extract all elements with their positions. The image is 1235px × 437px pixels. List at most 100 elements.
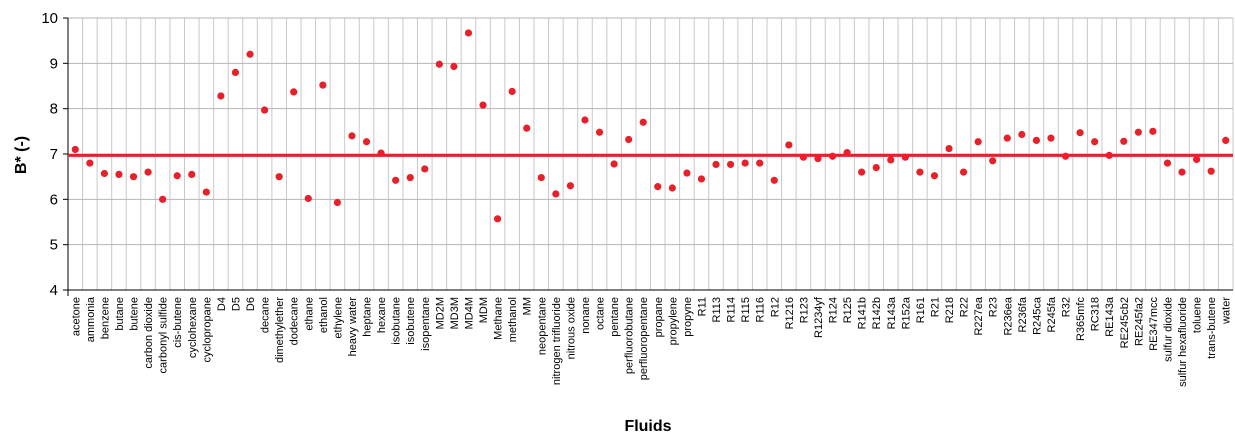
x-tick-labels: acetone ammonia benzene butane butene carbon … bbox=[70, 296, 1232, 387]
y-tick-label: 9 bbox=[50, 55, 58, 72]
x-tick-label: trans-butene bbox=[1206, 297, 1218, 359]
data-point bbox=[639, 118, 647, 126]
data-point bbox=[202, 188, 210, 196]
axes bbox=[63, 17, 1233, 296]
data-point bbox=[231, 68, 240, 76]
data-point bbox=[479, 101, 487, 109]
x-tick-label: RE245cb2 bbox=[1119, 297, 1131, 348]
x-tick-label: D4 bbox=[216, 297, 228, 311]
y-tick-labels: 4 5 6 7 8 9 10 bbox=[41, 10, 58, 299]
data-point bbox=[712, 160, 720, 169]
data-point bbox=[552, 190, 560, 198]
x-tick-label: R123 bbox=[798, 297, 810, 323]
x-tick-label: ethanol bbox=[318, 297, 330, 333]
data-point bbox=[1120, 137, 1128, 145]
data-point bbox=[625, 135, 633, 144]
x-tick-label: RC318 bbox=[1090, 297, 1102, 331]
data-point bbox=[100, 169, 109, 178]
data-point bbox=[508, 87, 516, 96]
x-tick-label: nonane bbox=[580, 297, 592, 334]
x-tick-label: R23 bbox=[988, 297, 1000, 317]
x-tick-label: benzene bbox=[99, 297, 111, 339]
x-tick-label: sulfur dioxide bbox=[1162, 297, 1174, 362]
x-tick-label: RE347mcc bbox=[1148, 297, 1160, 351]
data-point bbox=[173, 172, 181, 180]
x-tick-label: acetone bbox=[70, 297, 82, 336]
y-axis-label: B* (-) bbox=[13, 136, 30, 174]
data-point bbox=[726, 160, 735, 169]
data-point bbox=[930, 172, 939, 180]
data-point bbox=[581, 116, 589, 124]
x-tick-label: heptane bbox=[362, 297, 374, 337]
data-point bbox=[493, 215, 502, 223]
data-point bbox=[1222, 136, 1230, 144]
data-point bbox=[974, 138, 982, 146]
x-tick-label: R143a bbox=[886, 296, 898, 329]
x-tick-label: dodecane bbox=[289, 297, 301, 345]
data-point bbox=[799, 153, 808, 161]
x-tick-label: Methane bbox=[493, 297, 505, 340]
data-point bbox=[1178, 168, 1186, 176]
data-point bbox=[828, 152, 837, 160]
x-tick-label: D5 bbox=[230, 297, 242, 311]
x-tick-label: R161 bbox=[915, 297, 927, 323]
x-tick-label: RE143a bbox=[1104, 296, 1116, 337]
x-tick-label: pentane bbox=[609, 297, 621, 337]
x-axis-label: Fluids bbox=[624, 418, 671, 435]
data-point bbox=[1163, 159, 1172, 167]
data-point bbox=[435, 60, 443, 68]
data-point bbox=[159, 195, 167, 203]
data-point bbox=[1076, 129, 1084, 137]
x-tick-label: ethane bbox=[303, 297, 315, 331]
data-point bbox=[377, 149, 385, 157]
data-point bbox=[1047, 134, 1055, 142]
data-point bbox=[71, 145, 79, 154]
data-point bbox=[1207, 167, 1215, 175]
x-tick-label: R22 bbox=[959, 297, 971, 317]
data-point bbox=[523, 124, 531, 132]
x-tick-label: R152a bbox=[900, 296, 912, 329]
x-tick-label: perfluoropentane bbox=[638, 297, 650, 380]
y-tick-label: 8 bbox=[50, 101, 58, 118]
x-tick-label: cyclohexane bbox=[187, 297, 199, 358]
y-tick-label: 5 bbox=[50, 237, 58, 254]
x-tick-label: R116 bbox=[755, 297, 767, 322]
x-tick-label: octane bbox=[595, 297, 607, 330]
x-tick-label: R227ea bbox=[973, 296, 985, 335]
x-tick-label: R124 bbox=[828, 297, 840, 323]
data-point bbox=[129, 173, 138, 181]
x-tick-label: heavy water bbox=[347, 297, 359, 357]
x-tick-label: neopentane bbox=[536, 297, 548, 355]
x-tick-label: R245ca bbox=[1031, 296, 1043, 335]
x-tick-label: R218 bbox=[944, 297, 956, 323]
data-point bbox=[770, 176, 778, 184]
x-tick-label: R245fa bbox=[1046, 296, 1058, 332]
data-point bbox=[858, 168, 866, 176]
data-point bbox=[595, 128, 604, 136]
x-tick-label: R365mfc bbox=[1075, 297, 1087, 342]
data-point bbox=[362, 138, 371, 146]
x-tick-label: ethylene bbox=[332, 297, 344, 339]
data-point bbox=[86, 159, 94, 167]
x-tick-label: R236fa bbox=[1017, 296, 1029, 332]
data-point bbox=[945, 144, 953, 153]
data-point bbox=[464, 29, 473, 37]
data-point bbox=[756, 159, 764, 167]
x-tick-label: decane bbox=[260, 297, 272, 333]
x-tick-label: cyclopropane bbox=[201, 297, 213, 362]
x-tick-label: carbonyl sulfide bbox=[158, 297, 170, 373]
data-point bbox=[887, 156, 895, 164]
data-point bbox=[901, 153, 909, 161]
data-point bbox=[916, 168, 924, 176]
x-tick-label: dimethylether bbox=[274, 297, 286, 363]
data-point bbox=[1105, 151, 1113, 159]
x-tick-label: butene bbox=[129, 297, 141, 331]
x-tick-label: MDM bbox=[478, 297, 490, 323]
data-point bbox=[989, 157, 997, 165]
x-tick-label: R236ea bbox=[1002, 296, 1014, 335]
data-point bbox=[450, 62, 458, 71]
x-tick-label: water bbox=[1221, 297, 1233, 325]
x-tick-label: propyne bbox=[682, 297, 694, 337]
